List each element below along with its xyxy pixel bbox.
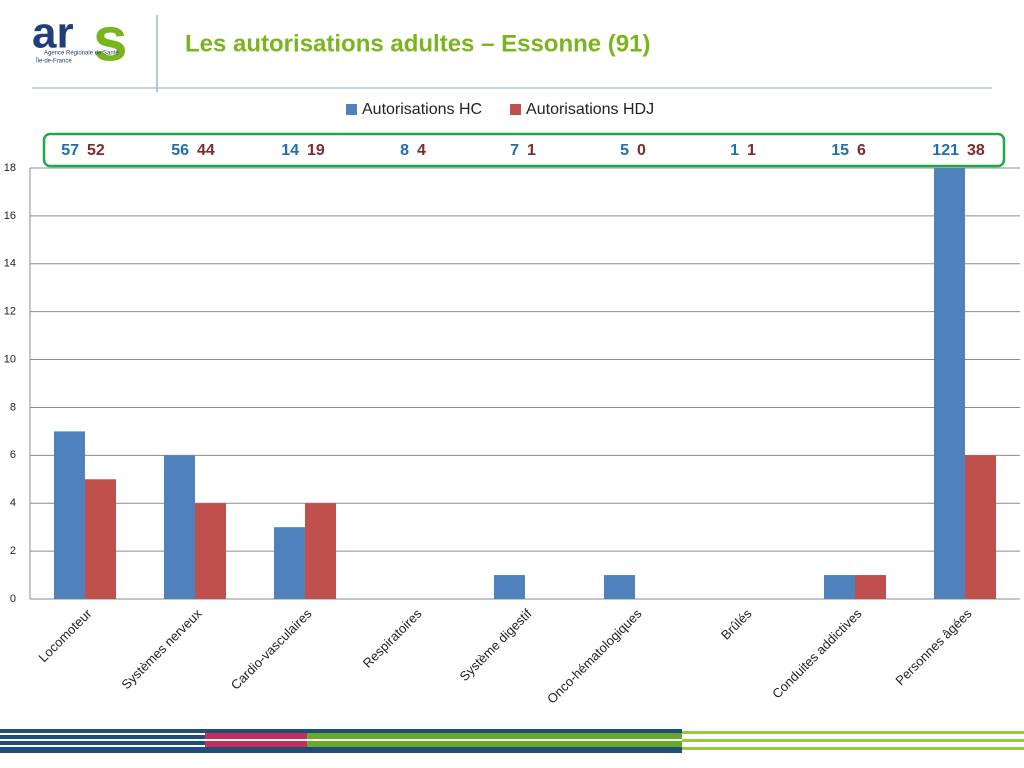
legend-label: Autorisations HDJ xyxy=(526,101,654,118)
legend-swatch xyxy=(346,104,357,115)
y-tick-label: 10 xyxy=(4,353,16,365)
footer xyxy=(0,729,1024,753)
bar xyxy=(85,479,116,599)
x-tick-label: Personnes âgées xyxy=(892,606,975,689)
x-tick-label: Système digestif xyxy=(457,606,535,684)
box-value: 1 xyxy=(747,142,756,159)
y-tick-label: 8 xyxy=(10,401,16,413)
logo-line: Agence Régionale de Santé xyxy=(44,51,119,57)
y-tick-label: 6 xyxy=(10,449,16,461)
box-value: 5 xyxy=(620,142,629,159)
box-value: 1 xyxy=(527,142,536,159)
y-tick-label: 14 xyxy=(4,258,16,270)
logo-line: Île-de-France xyxy=(35,58,72,65)
bar xyxy=(164,455,195,599)
box-value: 6 xyxy=(857,142,866,159)
bar xyxy=(824,575,855,599)
box-value: 7 xyxy=(510,142,519,159)
x-tick-label: Locomoteur xyxy=(35,605,95,665)
box-value: 8 xyxy=(400,142,409,159)
box-value: 38 xyxy=(967,142,985,159)
y-tick-label: 2 xyxy=(10,545,16,557)
x-tick-label: Systèmes nerveux xyxy=(118,606,205,693)
x-tick-label: Onco-hématologiques xyxy=(544,606,645,707)
box-value: 57 xyxy=(61,142,79,159)
plot xyxy=(54,168,996,599)
bar xyxy=(494,575,525,599)
bar xyxy=(855,575,886,599)
logo-letter: s xyxy=(93,5,127,74)
box-value: 44 xyxy=(197,142,215,159)
totals-box xyxy=(42,132,1006,168)
box-value: 4 xyxy=(417,142,426,159)
x-tick-label: Brûlés xyxy=(718,606,755,643)
bar xyxy=(604,575,635,599)
y-tick-label: 18 xyxy=(4,162,16,174)
bar xyxy=(195,503,226,599)
box-value: 56 xyxy=(171,142,189,159)
bar xyxy=(934,168,965,599)
bar xyxy=(274,527,305,599)
box-value: 14 xyxy=(281,142,299,159)
y-tick-label: 12 xyxy=(4,306,16,318)
logo-letters: ar xyxy=(32,9,74,58)
chart-title: Les autorisations adultes – Essonne (91) xyxy=(185,30,650,57)
y-tick-label: 16 xyxy=(4,210,16,222)
box-value: 15 xyxy=(831,142,849,159)
bar xyxy=(54,431,85,599)
y-tick-label: 0 xyxy=(10,593,16,605)
box-value: 19 xyxy=(307,142,325,159)
bar xyxy=(305,503,336,599)
box-value: 52 xyxy=(87,142,105,159)
x-tick-label: Cardio-vasculaires xyxy=(228,606,315,693)
legend-label: Autorisations HC xyxy=(362,101,482,118)
box-value: 0 xyxy=(637,142,646,159)
box-value: 1 xyxy=(730,142,739,159)
x-tick-label: Respiratoires xyxy=(360,606,425,671)
y-tick-label: 4 xyxy=(10,497,16,509)
bar xyxy=(965,455,996,599)
x-tick-label: Conduites addictives xyxy=(769,606,865,702)
box-value: 121 xyxy=(932,142,959,159)
legend-swatch xyxy=(510,104,522,115)
